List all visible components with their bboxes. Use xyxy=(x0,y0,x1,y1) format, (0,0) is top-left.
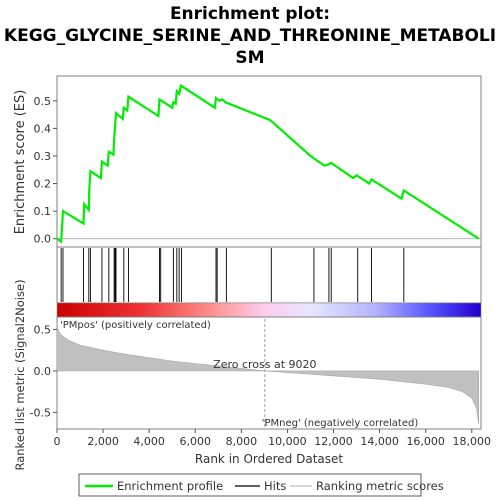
metric-x-tick-label: 8,000 xyxy=(226,435,258,448)
hits-marks xyxy=(60,248,405,302)
legend-label-ranking-metric: Ranking metric scores xyxy=(316,479,444,493)
pmpos-label: 'PMpos' (positively correlated) xyxy=(60,320,211,331)
es-y-axis-label: Enrichment score (ES) xyxy=(13,90,28,235)
metric-x-tick-label: 0 xyxy=(54,435,61,448)
metric-x-tick-label: 12,000 xyxy=(314,435,353,448)
chart-title-line-2: KEGG_GLYCINE_SERINE_AND_THREONINE_METABO… xyxy=(4,26,496,46)
es-y-tick-label: 0.4 xyxy=(34,122,52,135)
metric-x-axis-label: Rank in Ordered Dataset xyxy=(195,452,343,466)
metric-x-tick-label: 4,000 xyxy=(133,435,165,448)
es-y-tick-label: 0.1 xyxy=(34,205,52,218)
es-panel-frame xyxy=(56,75,482,248)
es-y-tick-label: 0.2 xyxy=(34,178,52,191)
chart-title-line-1: Enrichment plot: xyxy=(170,4,330,24)
metric-x-tick-label: 6,000 xyxy=(180,435,212,448)
zero-cross-label: Zero cross at 9020 xyxy=(213,358,316,371)
metric-x-tick-label: 18,000 xyxy=(453,435,492,448)
legend-label-enrichment-profile: Enrichment profile xyxy=(117,479,223,493)
es-y-tick-label: 0.3 xyxy=(34,150,52,163)
legend-box xyxy=(78,473,422,497)
metric-x-tick-label: 10,000 xyxy=(268,435,307,448)
es-y-axis: 0.0 0.1 0.2 0.3 0.4 0.5 xyxy=(34,95,57,246)
metric-x-axis: 0 2,000 4,000 6,000 8,000 10,000 12,000 14,000 1… xyxy=(54,429,492,448)
es-y-tick-label: 0.0 xyxy=(34,233,52,246)
metric-x-tick-label: 16,000 xyxy=(406,435,445,448)
metric-y-tick-label: -0.5 xyxy=(30,406,51,419)
metric-y-axis-label: Ranked list metric (Signal2Noise) xyxy=(13,279,27,470)
ranking-metric-area xyxy=(56,322,479,425)
chart-title-line-3: SM xyxy=(235,48,264,68)
hits-panel-frame xyxy=(56,246,482,304)
metric-y-tick-label: 0.0 xyxy=(34,365,52,378)
ranking-gradient-bar xyxy=(56,302,482,318)
legend-label-hits: Hits xyxy=(264,479,286,493)
pmneg-label: 'PMneg' (negatively correlated) xyxy=(262,418,419,429)
metric-x-tick-label: 14,000 xyxy=(360,435,399,448)
metric-y-tick-label: 0.5 xyxy=(34,323,52,336)
metric-y-axis: 0.5 0.0 -0.5 xyxy=(30,323,57,419)
metric-x-tick-label: 2,000 xyxy=(87,435,119,448)
enrichment-profile-line xyxy=(56,83,480,244)
es-y-tick-label: 0.5 xyxy=(34,95,52,108)
